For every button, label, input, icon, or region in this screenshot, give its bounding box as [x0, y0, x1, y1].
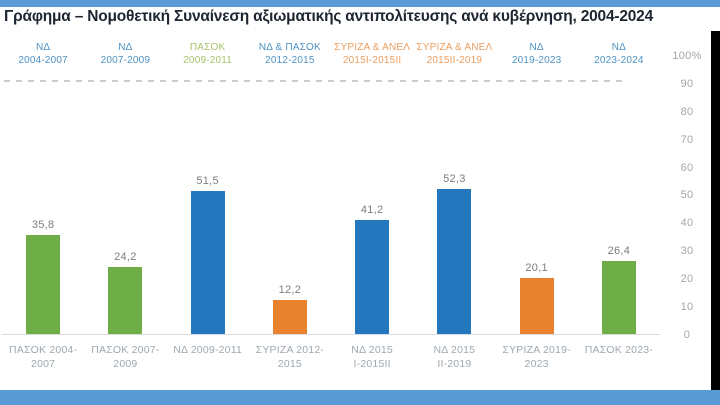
government-years: 2019-2023: [511, 55, 562, 66]
plot-area: 35,8 24,2 51,5 12,2 41,2 52,3 20,1 26,4: [2, 57, 660, 335]
bar-value-label: 35,8: [31, 219, 55, 231]
government-labels-row: ΝΔ 2004-2007 ΝΔ 2007-2009 ΠΑΣΟΚ 2009-2011 ΝΔ &…: [2, 41, 660, 77]
government-label: ΝΔ & ΠΑΣΟΚ 2012-2015: [249, 41, 331, 77]
government-label: ΝΔ 2007-2009: [84, 41, 166, 77]
bar: [437, 189, 472, 334]
chart-title: Γράφημα – Νομοθετική Συναίνεση αξιωματικ…: [4, 8, 654, 25]
government-label: ΝΔ 2004-2007: [2, 41, 84, 77]
header-separator-dashed-line: [4, 80, 624, 82]
y-axis-tick-label: 70: [680, 133, 694, 146]
bar: [601, 261, 636, 334]
bar: [190, 191, 225, 334]
government-party: ΣΥΡΙΖΑ & ΑΝΕΛ: [334, 42, 411, 53]
government-years: 2015ΙΙ-2019: [426, 55, 483, 66]
bar-column: 12,2: [249, 284, 331, 334]
y-axis-tick-label: 60: [680, 161, 694, 174]
bar-column: 35,8: [2, 219, 84, 334]
x-axis-label: ΠΑΣΟΚ 2023-: [584, 344, 653, 356]
government-party: ΣΥΡΙΖΑ & ΑΝΕΛ: [416, 42, 493, 53]
government-years: 2012-2015: [265, 55, 315, 66]
government-party: ΝΔ: [118, 42, 133, 53]
bar-column: 51,5: [167, 175, 249, 334]
bar-column: 26,4: [578, 245, 660, 334]
right-letterbox-bar: [711, 31, 720, 390]
y-axis-tick-labels: 100% 90 80 70 60 50 40 30 20 10 0: [664, 50, 710, 341]
x-axis-label: ΣΥΡΙΖΑ 2012-2015: [255, 344, 325, 370]
government-label: ΝΔ 2019-2023: [496, 41, 578, 77]
bar: [272, 300, 307, 334]
y-axis-tick-label: 20: [680, 273, 694, 286]
x-axis-label: ΠΑΣΟΚ 2007-2009: [91, 344, 160, 370]
government-party: ΠΑΣΟΚ: [189, 42, 226, 53]
government-label: ΣΥΡΙΖΑ & ΑΝΕΛ 2015Ι-2015ΙΙ: [331, 41, 413, 77]
government-party: ΝΔ & ΠΑΣΟΚ: [258, 42, 321, 53]
y-axis-tick-label: 30: [680, 245, 694, 258]
y-axis-tick-label: 100%: [672, 50, 702, 62]
government-label: ΠΑΣΟΚ 2009-2011: [167, 41, 249, 77]
y-axis-tick-label: 80: [680, 105, 694, 118]
top-accent-strip: [0, 0, 720, 7]
x-axis-label: ΝΔ 2009-2011: [173, 344, 243, 356]
government-party: ΝΔ: [35, 42, 51, 53]
bar-value-label: 12,2: [278, 284, 302, 296]
y-axis-tick-label: 10: [680, 301, 694, 314]
bottom-accent-strip: [0, 390, 720, 405]
bar-column: 20,1: [496, 262, 578, 334]
bar-column: 52,3: [413, 173, 495, 334]
bar-value-label: 26,4: [607, 245, 631, 257]
bar-value-label: 24,2: [114, 251, 137, 263]
y-axis-tick-label: 50: [680, 189, 694, 202]
bar: [519, 278, 554, 334]
bar: [26, 235, 61, 334]
x-axis-labels-row: ΠΑΣΟΚ 2004-2007 ΠΑΣΟΚ 2007-2009 ΝΔ 2009-20…: [2, 343, 660, 371]
y-axis-tick-label: 0: [683, 328, 691, 341]
government-years: 2004-2007: [18, 55, 68, 66]
government-years: 2007-2009: [100, 55, 151, 66]
bar-value-label: 51,5: [196, 175, 219, 187]
government-years: 2015Ι-2015ΙΙ: [342, 55, 402, 66]
bar: [108, 267, 143, 334]
government-label: ΣΥΡΙΖΑ & ΑΝΕΛ 2015ΙΙ-2019: [413, 41, 495, 77]
bar-value-label: 20,1: [525, 262, 548, 274]
x-axis-label: ΣΥΡΙΖΑ 2019-2023: [502, 344, 571, 370]
bar: [355, 220, 390, 334]
government-label: ΝΔ 2023-2024: [578, 41, 660, 77]
government-party: ΝΔ: [611, 42, 627, 53]
x-axis-label: ΝΔ 2015 ΙΙ-2019: [433, 344, 476, 370]
y-axis-tick-label: 90: [680, 77, 694, 90]
x-axis-label: ΝΔ 2015 Ι-2015ΙΙ: [351, 344, 393, 370]
x-axis-label: ΠΑΣΟΚ 2004-2007: [9, 344, 78, 370]
y-axis-tick-label: 40: [680, 217, 694, 230]
government-years: 2009-2011: [183, 55, 233, 66]
government-years: 2023-2024: [594, 55, 644, 66]
bar-column: 41,2: [331, 204, 413, 334]
bar-value-label: 52,3: [443, 173, 466, 185]
bar-column: 24,2: [84, 251, 166, 334]
bar-value-label: 41,2: [360, 204, 384, 216]
government-party: ΝΔ: [529, 42, 544, 53]
